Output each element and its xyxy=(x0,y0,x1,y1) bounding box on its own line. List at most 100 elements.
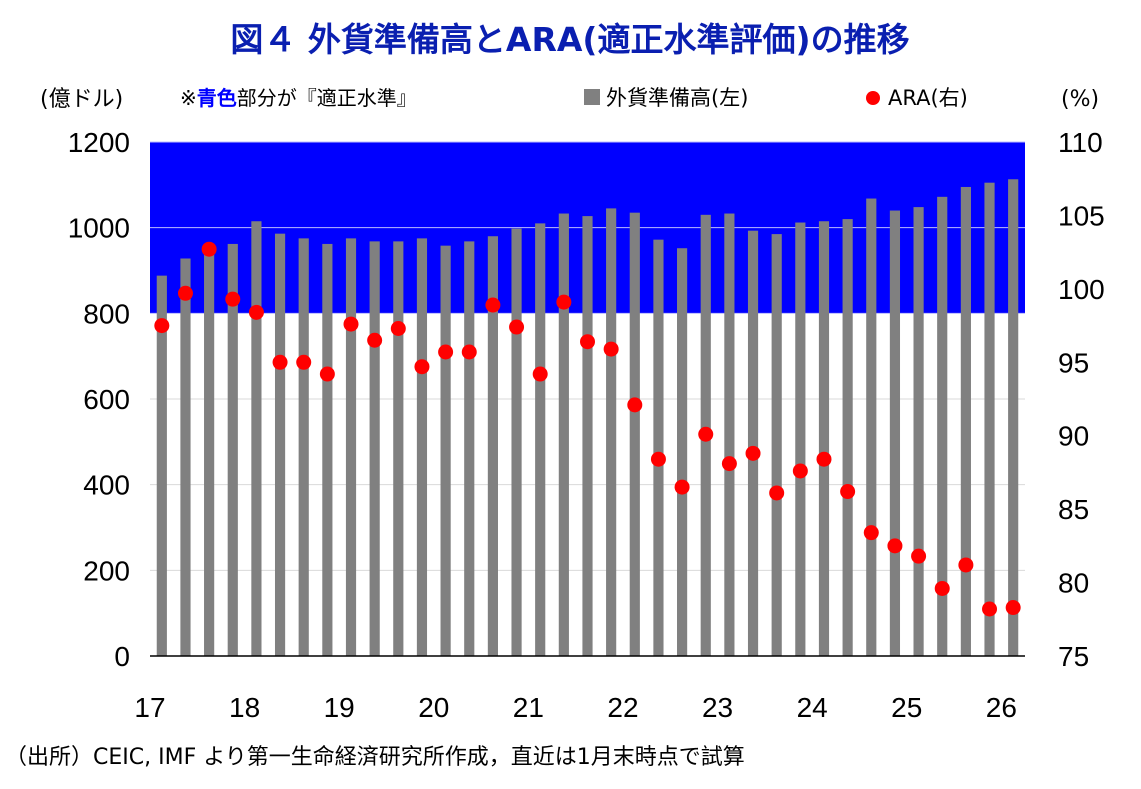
ara-point xyxy=(958,557,974,573)
ara-point xyxy=(650,451,666,467)
legend-bar-swatch xyxy=(584,89,600,105)
left-axis-unit: (億ドル) xyxy=(40,87,123,112)
x-tick-label: 26 xyxy=(986,692,1017,723)
note-suffix: 部分が『適正水準』 xyxy=(237,86,417,110)
ara-point xyxy=(485,297,501,313)
note-prefix: ※ xyxy=(180,86,197,110)
right-tick-label: 85 xyxy=(1058,494,1089,525)
ara-point xyxy=(816,451,832,467)
bar xyxy=(724,213,735,656)
ara-point xyxy=(982,601,998,617)
left-tick-label: 1000 xyxy=(68,213,130,244)
bar xyxy=(369,241,380,656)
ara-point xyxy=(887,538,903,554)
ara-point xyxy=(532,366,548,382)
right-tick-label: 90 xyxy=(1058,421,1089,452)
bar xyxy=(535,223,546,656)
x-tick-label: 24 xyxy=(797,692,828,723)
chart-title: 図４ 外貨準備高とARA(適正水準評価)の推移 xyxy=(230,20,909,59)
ara-point xyxy=(674,479,690,495)
bar xyxy=(464,241,475,656)
ara-point xyxy=(509,319,525,335)
x-tick-label: 25 xyxy=(891,692,922,723)
legend-dot-label: ARA(右) xyxy=(888,86,968,110)
bar xyxy=(653,239,664,656)
bar xyxy=(937,196,948,656)
right-axis-unit: (%) xyxy=(1061,87,1099,112)
ara-point xyxy=(769,485,785,501)
right-tick-label: 100 xyxy=(1058,274,1105,305)
x-tick-label: 18 xyxy=(229,692,260,723)
bar xyxy=(677,248,688,656)
ara-point xyxy=(225,291,241,307)
bar xyxy=(842,219,853,656)
right-tick-label: 95 xyxy=(1058,347,1089,378)
ara-point xyxy=(934,580,950,596)
x-tick-label: 22 xyxy=(607,692,638,723)
bar xyxy=(440,245,451,656)
x-tick-label: 17 xyxy=(134,692,165,723)
ara-point xyxy=(177,285,193,301)
ara-point xyxy=(721,456,737,472)
bar xyxy=(322,243,333,656)
bar xyxy=(889,210,901,657)
bar xyxy=(818,221,830,656)
bar xyxy=(156,275,167,656)
bar xyxy=(606,208,617,656)
bar xyxy=(629,212,640,657)
bar xyxy=(393,241,404,656)
left-tick-label: 400 xyxy=(83,470,130,501)
bar xyxy=(511,228,522,657)
ara-point xyxy=(343,316,359,332)
bar xyxy=(960,186,971,656)
ara-point xyxy=(911,548,927,564)
bar xyxy=(274,233,286,656)
ara-point xyxy=(367,332,383,348)
x-tick-label: 20 xyxy=(418,692,449,723)
ara-point xyxy=(556,294,572,310)
right-tick-label: 105 xyxy=(1058,200,1105,231)
left-tick-label: 0 xyxy=(114,641,130,672)
x-tick-label: 21 xyxy=(513,692,544,723)
ara-point xyxy=(792,463,808,479)
ara-point xyxy=(627,397,643,413)
right-tick-label: 80 xyxy=(1058,568,1089,599)
bar xyxy=(227,243,238,656)
bar xyxy=(795,222,806,656)
ara-point xyxy=(603,341,619,357)
ara-point xyxy=(201,241,217,257)
ara-point xyxy=(319,366,335,382)
left-tick-label: 600 xyxy=(83,384,130,415)
ara-point xyxy=(390,321,406,337)
bar xyxy=(204,249,215,656)
bar xyxy=(984,182,995,657)
legend-bar-label: 外貨準備高(左) xyxy=(606,86,748,110)
x-tick-label: 19 xyxy=(324,692,355,723)
bar xyxy=(1008,179,1019,656)
ara-point xyxy=(296,354,312,370)
ara-point xyxy=(248,304,264,320)
bar xyxy=(582,216,593,656)
x-tick-label: 23 xyxy=(702,692,733,723)
ara-point xyxy=(414,359,430,375)
note-highlight: 青色 xyxy=(197,86,237,110)
left-tick-label: 200 xyxy=(83,555,130,586)
ara-point xyxy=(745,445,761,461)
bar xyxy=(416,238,428,656)
ara-point xyxy=(1005,600,1021,616)
bar xyxy=(487,236,498,656)
ara-point xyxy=(698,426,714,442)
ara-point xyxy=(272,354,288,370)
bar xyxy=(747,230,759,657)
left-tick-label: 1200 xyxy=(68,127,130,158)
ara-point xyxy=(580,334,595,350)
ara-point xyxy=(154,318,170,334)
ara-point xyxy=(461,344,477,360)
right-tick-label: 110 xyxy=(1058,127,1103,158)
bar xyxy=(558,213,569,656)
bar xyxy=(913,207,924,656)
ara-point xyxy=(438,344,454,360)
source-note: （出所）CEIC, IMF より第一生命経済研究所作成，直近は1月末時点で試算 xyxy=(5,745,745,770)
bar xyxy=(180,258,191,656)
ara-point xyxy=(840,484,856,500)
